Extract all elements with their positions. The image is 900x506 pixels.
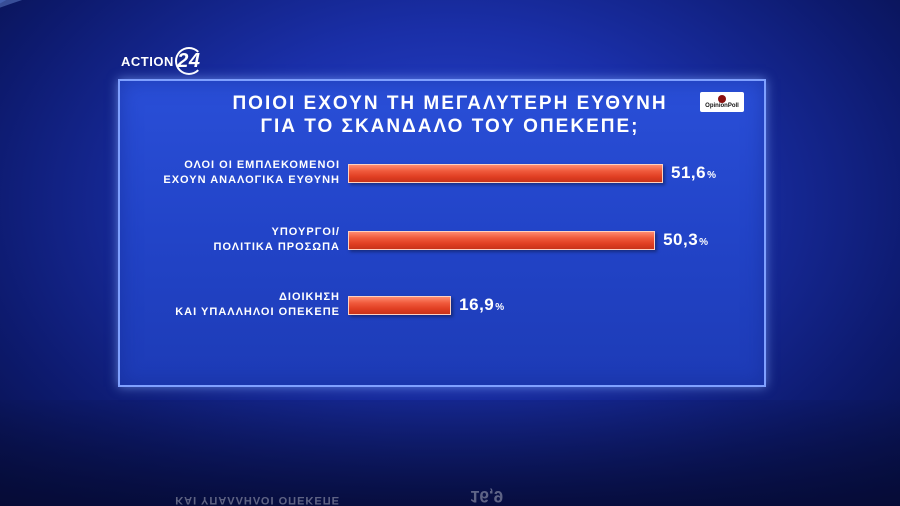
- bar: [348, 164, 663, 183]
- category-label-line: ΚΑΙ ΥΠΑΛΛΗΛΟΙ ΟΠΕΚΕΠΕ: [175, 306, 340, 318]
- chart-title-line1: ΠΟΙΟΙ ΕΧΟΥΝ ΤΗ ΜΕΓΑΛΥΤΕΡΗ ΕΥΘΥΝΗ: [232, 93, 668, 114]
- bar: [348, 296, 452, 315]
- reflection: ΚΑΙ ΥΠΑΛΛΗΛΟΙ ΟΠΕΚΕΠΕ 16,9: [0, 478, 900, 506]
- category-label-line: ΕΧΟΥΝ ΑΝΑΛΟΓΙΚΑ ΕΥΘΥΝΗ: [163, 174, 340, 186]
- category-label-line: ΔΙΟΙΚΗΣΗ: [278, 291, 340, 303]
- chart-title-line2: ΓΙΑ ΤΟ ΣΚΑΝΔΑΛΟ ΤΟΥ ΟΠΕΚΕΠΕ;: [260, 116, 640, 137]
- category-label-line: ΠΟΛΙΤΙΚΑ ΠΡΟΣΩΠΑ: [213, 241, 340, 253]
- chart-title: ΠΟΙΟΙ ΕΧΟΥΝ ΤΗ ΜΕΓΑΛΥΤΕΡΗ ΕΥΘΥΝΗ ΓΙΑ ΤΟ …: [0, 92, 900, 138]
- opinionpoll-logo-text: OpinionPoll: [705, 103, 739, 109]
- category-label-line: ΟΛΟΙ ΟΙ ΕΜΠΛΕΚΟΜΕΝΟΙ: [184, 159, 340, 171]
- value-number: 51,6: [671, 163, 707, 182]
- value-label: 51,6%: [671, 163, 717, 183]
- opinionpoll-logo-dot: [718, 95, 726, 103]
- channel-logo-number: 24: [174, 47, 203, 75]
- opinionpoll-logo-icon: OpinionPoll: [700, 92, 744, 112]
- value-label: 50,3%: [663, 230, 709, 250]
- value-unit: %: [699, 237, 709, 248]
- channel-logo: ACTION 24: [121, 46, 203, 76]
- value-unit: %: [707, 170, 717, 181]
- category-label: ΟΛΟΙ ΟΙ ΕΜΠΛΕΚΟΜΕΝΟΙ ΕΧΟΥΝ ΑΝΑΛΟΓΙΚΑ ΕΥΘΥ…: [163, 158, 340, 188]
- bar: [348, 231, 656, 250]
- floor-gradient: [0, 400, 900, 506]
- value-unit: %: [495, 302, 505, 313]
- category-label: ΥΠΟΥΡΓΟΙ/ΠΟΛΙΤΙΚΑ ΠΡΟΣΩΠΑ: [214, 225, 340, 255]
- category-label: ΔΙΟΙΚΗΣΗ ΚΑΙ ΥΠΑΛΛΗΛΟΙ ΟΠΕΚΕΠΕ: [175, 290, 340, 320]
- value-number: 50,3: [663, 230, 699, 249]
- reflection-value: 16,9: [470, 487, 504, 506]
- value-label: 16,9%: [459, 295, 505, 315]
- channel-logo-word: ACTION: [121, 53, 174, 69]
- category-label-line: ΥΠΟΥΡΓΟΙ/: [271, 226, 340, 238]
- value-number: 16,9: [459, 295, 495, 314]
- reflection-category: ΚΑΙ ΥΠΑΛΛΗΛΟΙ ΟΠΕΚΕΠΕ: [175, 494, 340, 506]
